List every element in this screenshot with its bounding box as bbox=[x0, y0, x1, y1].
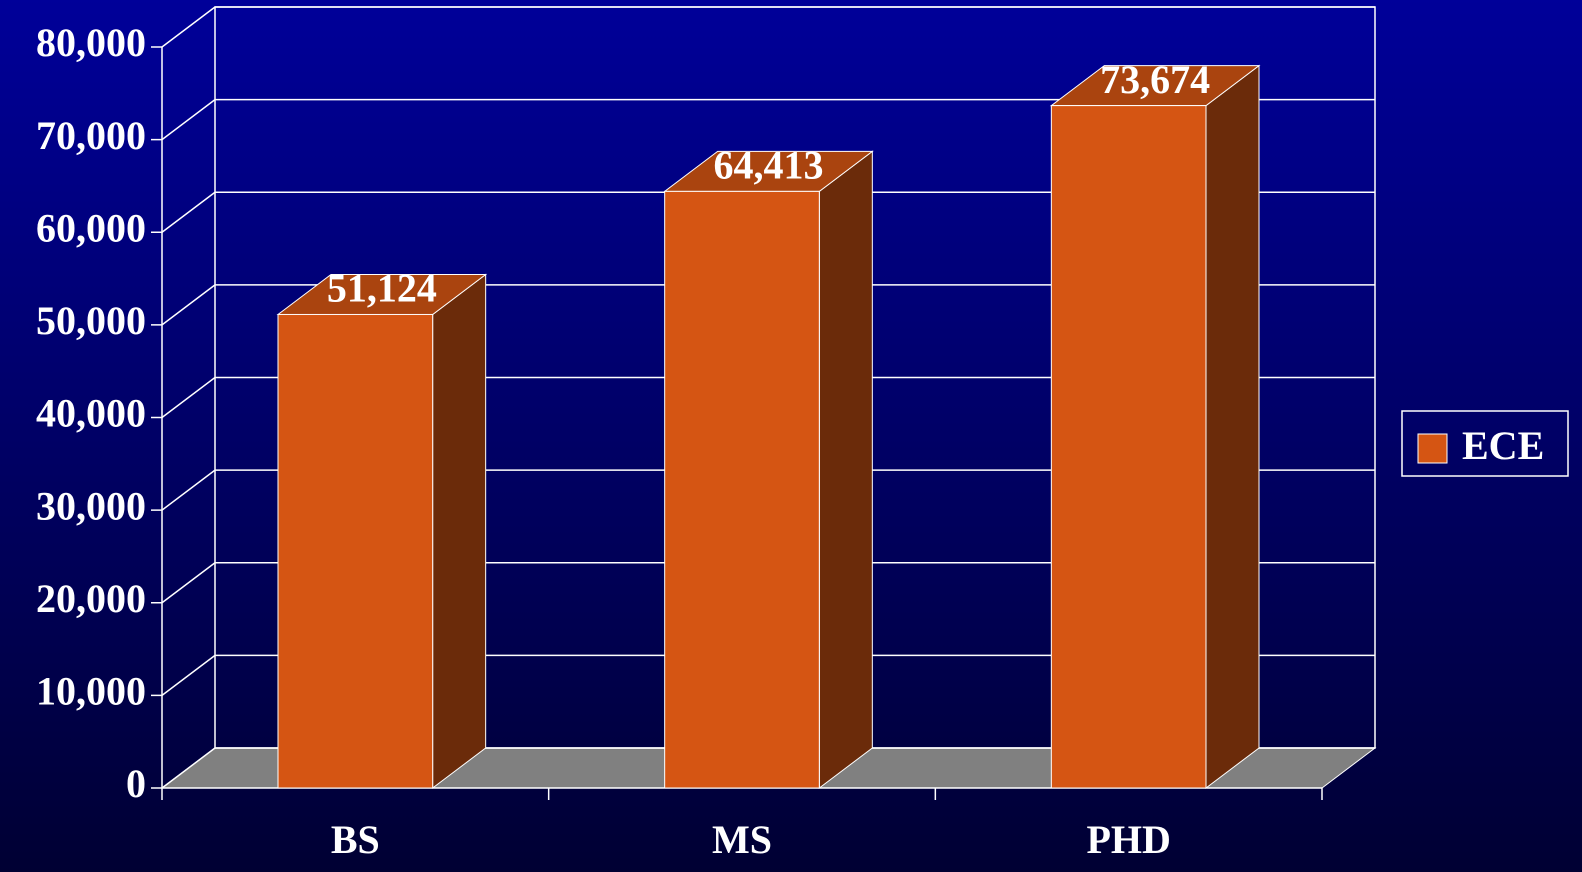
value-label: 64,413 bbox=[714, 143, 824, 188]
y-tick-label: 40,000 bbox=[36, 391, 146, 436]
y-tick-label: 50,000 bbox=[36, 298, 146, 343]
grid-line-side bbox=[161, 562, 216, 604]
grid-line-side bbox=[161, 99, 216, 141]
bar bbox=[1050, 105, 1207, 789]
x-tick-label: PHD bbox=[1086, 817, 1170, 862]
y-tick-label: 60,000 bbox=[36, 205, 146, 250]
bar-side bbox=[818, 150, 873, 790]
x-tick-label: MS bbox=[712, 817, 772, 862]
legend-label: ECE bbox=[1462, 423, 1544, 468]
grid-line-side bbox=[161, 654, 216, 696]
bar-side bbox=[1205, 64, 1260, 790]
bar bbox=[664, 190, 820, 789]
grid-line-side bbox=[161, 6, 216, 48]
x-tick-label: BS bbox=[331, 817, 380, 862]
value-label: 51,124 bbox=[327, 266, 437, 311]
grid-line-side bbox=[161, 284, 216, 326]
y-tick-label: 80,000 bbox=[36, 20, 146, 65]
y-tick-label: 30,000 bbox=[36, 483, 146, 528]
y-tick-label: 0 bbox=[126, 761, 146, 806]
bar bbox=[277, 313, 434, 789]
grid-line-side bbox=[161, 376, 216, 419]
grid-line-side bbox=[161, 469, 216, 511]
grid-line-side bbox=[161, 747, 216, 789]
y-tick-label: 10,000 bbox=[36, 669, 146, 714]
legend-box bbox=[1401, 410, 1569, 477]
legend-swatch bbox=[1417, 433, 1448, 464]
y-tick-label: 70,000 bbox=[36, 113, 146, 158]
grid-line-side bbox=[161, 191, 216, 233]
y-tick-label: 20,000 bbox=[36, 576, 146, 621]
bar-side bbox=[432, 273, 487, 790]
value-label: 73,674 bbox=[1100, 57, 1210, 102]
